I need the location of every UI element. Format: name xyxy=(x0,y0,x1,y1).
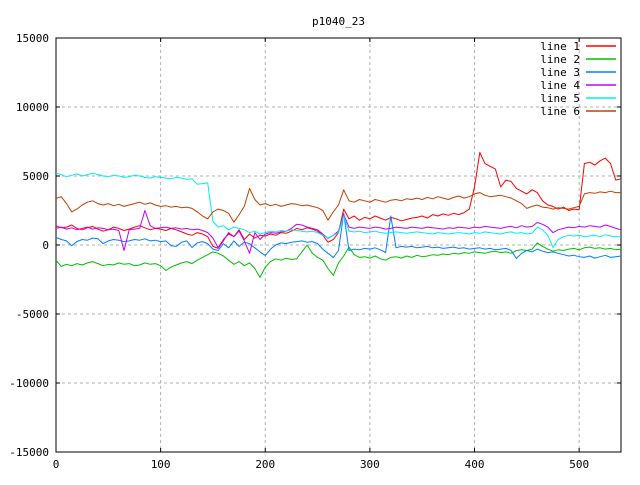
series-3-line xyxy=(55,212,622,259)
legend-label: line 5 xyxy=(540,92,580,105)
x-tick-label: 400 xyxy=(465,458,485,471)
legend-label: line 4 xyxy=(540,79,580,92)
legend-label: line 1 xyxy=(540,40,580,53)
legend-label: line 2 xyxy=(540,53,580,66)
legend-label: line 6 xyxy=(540,105,580,118)
y-tick-label: -10000 xyxy=(9,377,49,390)
y-tick-label: 15000 xyxy=(16,32,49,45)
y-tick-label: -5000 xyxy=(16,308,49,321)
y-tick-label: -15000 xyxy=(9,446,49,459)
x-tick-label: 200 xyxy=(255,458,275,471)
y-tick-label: 5000 xyxy=(23,170,50,183)
y-tick-label: 10000 xyxy=(16,101,49,114)
x-tick-label: 500 xyxy=(569,458,589,471)
chart-title: p1040_23 xyxy=(312,15,365,28)
y-tick-label: 0 xyxy=(42,239,49,252)
series-6-line xyxy=(55,187,621,223)
x-tick-label: 300 xyxy=(360,458,380,471)
x-tick-label: 100 xyxy=(151,458,171,471)
x-tick-label: 0 xyxy=(53,458,60,471)
legend-label: line 3 xyxy=(540,66,580,79)
series-5-line xyxy=(55,172,621,248)
